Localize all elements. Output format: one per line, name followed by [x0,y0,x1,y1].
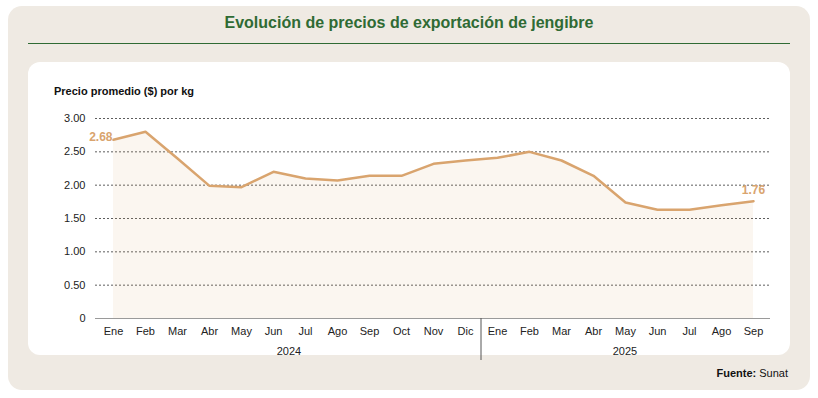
svg-text:Ago: Ago [712,325,732,337]
svg-text:Abr: Abr [201,325,218,337]
svg-text:2.00: 2.00 [64,179,85,191]
svg-text:Dic: Dic [458,325,474,337]
svg-text:May: May [615,325,636,337]
svg-text:Ago: Ago [328,325,348,337]
svg-text:Feb: Feb [520,325,539,337]
svg-text:1.76: 1.76 [742,183,766,197]
svg-text:Jul: Jul [682,325,696,337]
svg-text:Nov: Nov [424,325,444,337]
svg-text:2025: 2025 [613,345,637,357]
svg-text:2.50: 2.50 [64,145,85,157]
svg-text:3.00: 3.00 [64,112,85,124]
svg-text:Jun: Jun [265,325,283,337]
svg-text:Ene: Ene [488,325,508,337]
svg-text:Mar: Mar [168,325,187,337]
svg-text:Mar: Mar [552,325,571,337]
svg-text:Feb: Feb [136,325,155,337]
svg-text:2.68: 2.68 [89,130,113,144]
svg-text:Sep: Sep [744,325,764,337]
svg-text:0.50: 0.50 [64,279,85,291]
html-text:Evolución de precios de export: Evolución de precios de exportación de j… [224,14,594,31]
html-text:Fuente: Sunat: Fuente: Sunat [716,367,788,379]
svg-text:Jul: Jul [298,325,312,337]
svg-text:0: 0 [79,312,85,324]
svg-text:Jun: Jun [649,325,667,337]
svg-text:Ene: Ene [104,325,124,337]
svg-text:1.50: 1.50 [64,212,85,224]
svg-text:Sep: Sep [360,325,380,337]
svg-text:Abr: Abr [585,325,602,337]
svg-text:May: May [231,325,252,337]
svg-text:2024: 2024 [277,345,301,357]
svg-text:1.00: 1.00 [64,245,85,257]
svg-text:Oct: Oct [393,325,410,337]
html-text:Precio promedio ($) por kg: Precio promedio ($) por kg [54,85,194,97]
